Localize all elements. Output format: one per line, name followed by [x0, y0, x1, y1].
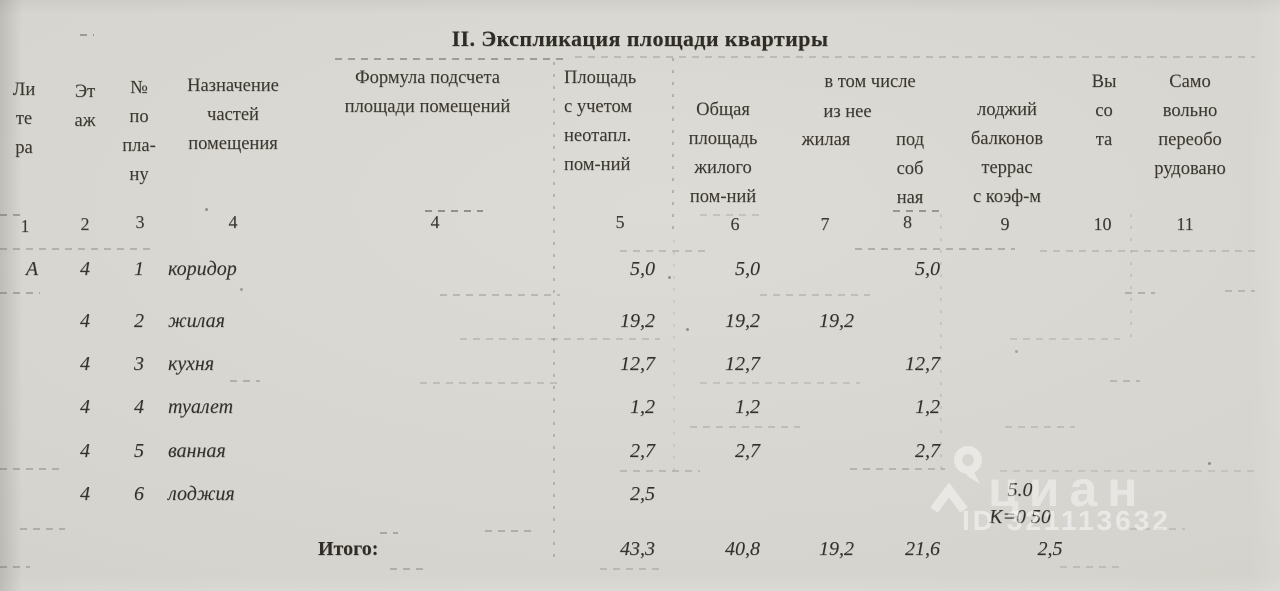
- cell-area-unheated: 5,0: [630, 258, 655, 280]
- header-floor: Эт аж: [74, 82, 96, 131]
- cell-auxiliary: 12,7: [905, 353, 940, 375]
- header-area-unheated: Площадь с учетом неотапл. пом-ний: [564, 68, 637, 175]
- header-iz-nee: из нее: [823, 102, 872, 122]
- colnum-4: 4: [228, 212, 238, 232]
- header-plan-no: № по пла- ну: [122, 78, 156, 185]
- total-auxiliary: 21,6: [905, 538, 940, 560]
- header-purpose: Назначение частей помещения: [187, 76, 279, 154]
- header-formula: Формула подсчета площади помещений: [344, 68, 511, 117]
- cell-plan-no: 2: [134, 310, 144, 332]
- cell-floor: 4: [80, 396, 90, 418]
- header-living: жилая: [801, 130, 851, 150]
- header-area-total: Общая площадь жилого пом-ний: [688, 100, 758, 207]
- colnum-3: 3: [135, 212, 145, 232]
- total-living: 19,2: [819, 538, 854, 560]
- cell-plan-no: 5: [134, 440, 144, 462]
- header-height: Вы со та: [1091, 72, 1117, 150]
- cell-area-total: 1,2: [735, 396, 760, 418]
- cell-living: 19,2: [819, 310, 854, 332]
- cell-auxiliary: 5,0: [915, 258, 940, 280]
- total-area-total: 40,8: [725, 538, 760, 560]
- cell-loggia: 5.0 К=0 50: [989, 479, 1051, 528]
- table-row: 4 5 ванная 2,7 2,7 2,7: [0, 440, 1280, 474]
- cell-area-unheated: 2,7: [630, 440, 655, 462]
- table-row: 4 4 туалет 1,2 1,2 1,2: [0, 396, 1280, 430]
- cell-floor: 4: [80, 258, 90, 280]
- cell-floor: 4: [80, 483, 90, 505]
- cell-room-name: кухня: [168, 353, 215, 375]
- cell-area-unheated: 19,2: [620, 310, 655, 332]
- header-loggia: лоджий балконов террас с коэф-м: [970, 100, 1044, 207]
- cell-area-unheated: 1,2: [630, 396, 655, 418]
- cell-room-name: коридор: [168, 258, 237, 280]
- cell-area-unheated: 12,7: [620, 353, 655, 375]
- total-label: Итого:: [318, 538, 379, 560]
- cell-litera: А: [25, 258, 39, 280]
- header-litera: Ли те ра: [12, 80, 36, 158]
- cell-area-total: 19,2: [725, 310, 760, 332]
- cell-floor: 4: [80, 353, 90, 375]
- total-loggia: 2,5: [1037, 538, 1063, 560]
- cell-floor: 4: [80, 440, 90, 462]
- colnum-11: 11: [1176, 214, 1194, 234]
- watermark-id: ID 321113632: [962, 505, 1171, 536]
- cell-auxiliary: 2,7: [915, 440, 940, 462]
- cell-auxiliary: 1,2: [915, 396, 940, 418]
- cell-plan-no: 3: [134, 353, 144, 375]
- colnum-9: 9: [1000, 214, 1010, 234]
- colnum-1: 1: [20, 216, 30, 236]
- cell-area-total: 2,7: [735, 440, 760, 462]
- colnum-2: 2: [80, 214, 90, 234]
- colnum-7: 7: [820, 214, 830, 234]
- header-unauthorized: Само вольно переобо рудовано: [1154, 72, 1226, 179]
- cell-floor: 4: [80, 310, 90, 332]
- cell-plan-no: 1: [134, 258, 144, 280]
- colnum-8: 8: [903, 212, 912, 232]
- colnum-10: 10: [1093, 214, 1112, 234]
- cell-room-name: ванная: [168, 440, 226, 462]
- table-row: 4 6 лоджия 2,5 5.0 К=0 50: [0, 479, 1280, 528]
- table-row: А 4 1 коридор 5,0 5,0 5,0: [0, 258, 1280, 292]
- colnum-4-formula: 4: [430, 212, 440, 232]
- colnum-6: 6: [730, 214, 740, 234]
- cell-plan-no: 6: [134, 483, 144, 505]
- cell-room-name: лоджия: [168, 483, 235, 505]
- table-row: 4 2 жилая 19,2 19,2 19,2: [0, 310, 1280, 344]
- header-auxiliary: под соб ная: [895, 130, 925, 208]
- total-row: Итого: 43,3 40,8 19,2 21,6 2,5: [0, 538, 1280, 572]
- cell-room-name: жилая: [168, 310, 225, 332]
- header-including: в том числе: [824, 72, 916, 92]
- cell-area-total: 5,0: [735, 258, 760, 280]
- page-title: II. Экспликация площади квартиры: [451, 26, 829, 51]
- map-pin-icon: [930, 446, 982, 513]
- total-area-unheated: 43,3: [620, 538, 655, 560]
- table-row: 4 3 кухня 12,7 12,7 12,7: [0, 353, 1280, 387]
- cell-area-unheated: 2,5: [630, 483, 655, 505]
- watermark-brand: циан: [988, 461, 1148, 517]
- cell-room-name: туалет: [168, 396, 234, 418]
- cell-plan-no: 4: [134, 396, 144, 418]
- cell-area-total: 12,7: [725, 353, 760, 375]
- colnum-5: 5: [615, 212, 625, 232]
